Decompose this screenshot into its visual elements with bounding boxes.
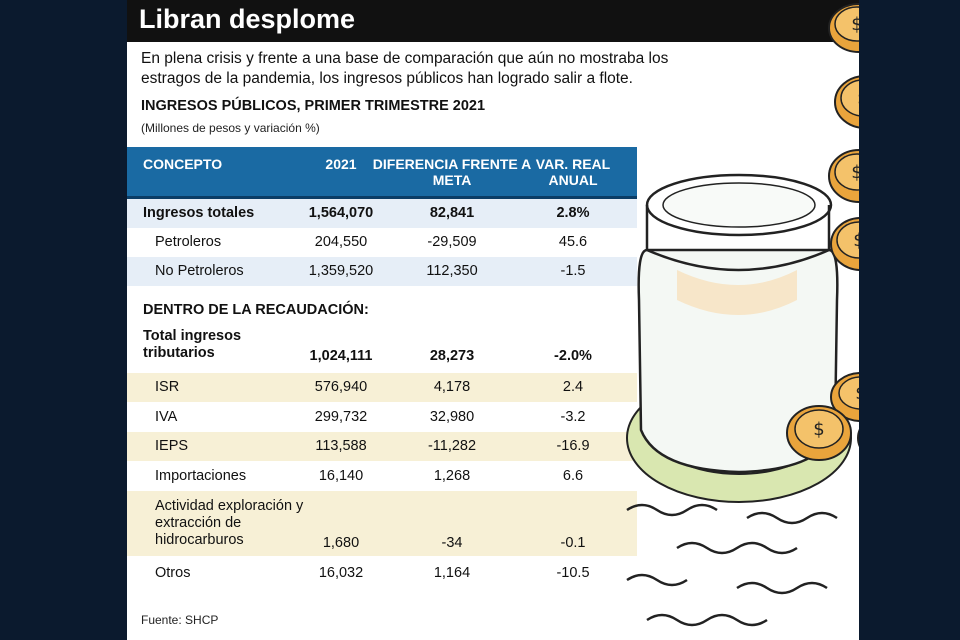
coin-icon: $ bbox=[830, 217, 859, 271]
section-title: DENTRO DE LA RECAUDACIÓN: bbox=[143, 302, 369, 318]
svg-text:$: $ bbox=[855, 383, 859, 404]
row-diferencia: 82,841 bbox=[429, 205, 475, 221]
row-concepto: IVA bbox=[155, 409, 178, 425]
row-valor: 1,359,520 bbox=[308, 263, 374, 279]
coin-icon: $ bbox=[857, 429, 859, 447]
row-concepto: Actividad exploración y extracción de hi… bbox=[155, 498, 304, 548]
row-valor: 576,940 bbox=[314, 379, 368, 395]
row-valor: 16,140 bbox=[318, 468, 364, 484]
row-band bbox=[127, 432, 637, 461]
intro-text: En plena crisis y frente a una base de c… bbox=[141, 50, 669, 87]
svg-text:$: $ bbox=[851, 14, 859, 35]
row-var: -0.1 bbox=[560, 535, 586, 551]
svg-text:$: $ bbox=[851, 162, 859, 183]
row-diferencia: 1,268 bbox=[433, 468, 471, 484]
row-band bbox=[127, 257, 637, 286]
coin-icon: $ bbox=[828, 3, 859, 53]
row-band bbox=[127, 373, 637, 402]
row-valor: 1,680 bbox=[322, 535, 360, 551]
svg-text:$: $ bbox=[813, 419, 824, 440]
row-diferencia: 112,350 bbox=[426, 263, 478, 279]
row-diferencia: -11,282 bbox=[427, 438, 477, 454]
row-valor: 1,024,111 bbox=[309, 348, 373, 364]
row-diferencia: -29,509 bbox=[427, 234, 477, 250]
coin-icon: $ bbox=[834, 75, 859, 129]
table-subtitle: (Millones de pesos y variación %) bbox=[141, 121, 320, 135]
table-title: INGRESOS PÚBLICOS, PRIMER TRIMESTRE 2021 bbox=[141, 98, 486, 114]
row-var: -2.0% bbox=[554, 348, 592, 364]
row-var: -1.5 bbox=[560, 263, 586, 279]
row-var: 2.8% bbox=[556, 205, 590, 221]
row-band bbox=[127, 199, 637, 228]
row-var: 45.6 bbox=[558, 234, 588, 250]
coin-icon: $ bbox=[830, 372, 859, 422]
row-diferencia: -34 bbox=[441, 535, 463, 551]
jar-coins-illustration: $ $ $ $ $ $ $ bbox=[626, 3, 859, 627]
row-valor: 16,032 bbox=[318, 565, 364, 581]
row-valor: 204,550 bbox=[314, 234, 368, 250]
row-valor: 299,732 bbox=[314, 409, 368, 425]
row-concepto: Petroleros bbox=[155, 234, 222, 250]
row-concepto: Otros bbox=[155, 565, 191, 581]
row-var: -3.2 bbox=[560, 409, 586, 425]
table-header: CONCEPTO 2021 DIFERENCIA FRENTE A META V… bbox=[127, 147, 637, 197]
row-diferencia: 28,273 bbox=[429, 348, 475, 364]
source-note: Fuente: SHCP bbox=[141, 613, 219, 627]
row-diferencia: 4,178 bbox=[433, 379, 471, 395]
title-bar: Libran desplome bbox=[127, 0, 859, 42]
jar-icon bbox=[637, 248, 839, 474]
row-var: -16.9 bbox=[556, 438, 590, 454]
header-diferencia: DIFERENCIA FRENTE A META bbox=[372, 156, 532, 188]
infographic-panel: Libran desplome En plena crisis y frente… bbox=[127, 0, 859, 640]
header-underline bbox=[127, 196, 637, 199]
row-concepto: Importaciones bbox=[155, 468, 247, 484]
row-band bbox=[127, 491, 637, 556]
row-var: 2.4 bbox=[562, 379, 584, 395]
svg-text:$: $ bbox=[853, 230, 859, 251]
water-waves-icon bbox=[626, 503, 838, 627]
coin-icon: $ bbox=[828, 149, 859, 203]
row-diferencia: 32,980 bbox=[429, 409, 475, 425]
row-var: 6.6 bbox=[562, 468, 584, 484]
svg-text:$: $ bbox=[857, 88, 859, 109]
row-valor: 113,588 bbox=[315, 438, 367, 454]
row-diferencia: 1,164 bbox=[433, 565, 471, 581]
row-concepto: IEPS bbox=[155, 438, 189, 454]
header-var: VAR. REAL ANUAL bbox=[535, 156, 611, 188]
row-concepto: No Petroleros bbox=[155, 263, 244, 279]
row-valor: 1,564,070 bbox=[308, 205, 374, 221]
row-concepto: Total ingresos tributarios bbox=[143, 328, 242, 361]
row-concepto: ISR bbox=[155, 379, 180, 395]
coin-icon: $ bbox=[786, 405, 852, 461]
header-concepto: CONCEPTO bbox=[143, 156, 223, 172]
row-var: -10.5 bbox=[556, 565, 590, 581]
header-year: 2021 bbox=[325, 156, 357, 172]
page-title: Libran desplome bbox=[139, 4, 356, 34]
row-concepto: Ingresos totales bbox=[143, 205, 255, 221]
